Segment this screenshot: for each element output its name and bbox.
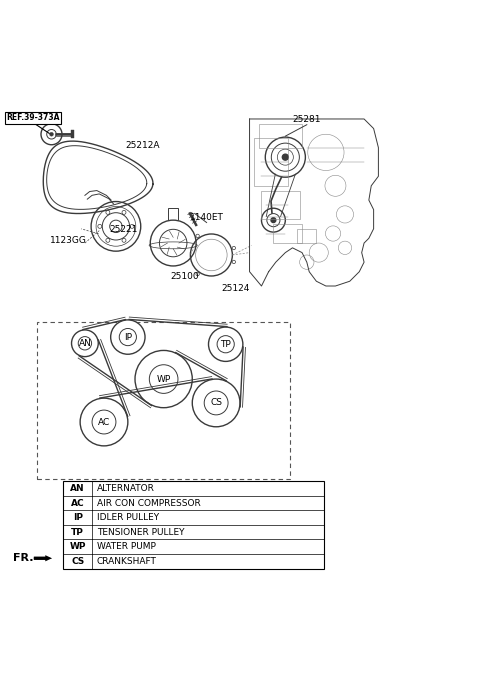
Circle shape — [92, 410, 116, 434]
Text: 25212A: 25212A — [125, 141, 159, 150]
Bar — [254, 138, 288, 185]
Circle shape — [110, 220, 122, 233]
Circle shape — [78, 336, 92, 350]
Text: AIR CON COMPRESSOR: AIR CON COMPRESSOR — [97, 498, 201, 508]
Bar — [63, 481, 324, 569]
Text: TENSIONER PULLEY: TENSIONER PULLEY — [97, 527, 184, 537]
Text: FR.: FR. — [13, 553, 34, 563]
Text: CS: CS — [71, 556, 84, 566]
Polygon shape — [34, 555, 52, 561]
Text: WP: WP — [156, 374, 171, 384]
Circle shape — [149, 365, 178, 393]
Text: IP: IP — [124, 332, 132, 342]
Text: TP: TP — [220, 340, 231, 349]
Bar — [297, 229, 316, 243]
Text: 1123GG: 1123GG — [50, 236, 86, 246]
Circle shape — [217, 336, 234, 353]
Text: AC: AC — [71, 498, 84, 508]
Text: WATER PUMP: WATER PUMP — [97, 542, 156, 551]
Circle shape — [72, 330, 98, 357]
Text: TP: TP — [72, 527, 84, 537]
Polygon shape — [34, 557, 52, 559]
Bar — [259, 124, 302, 148]
Circle shape — [192, 379, 240, 427]
Text: WP: WP — [70, 542, 86, 551]
Circle shape — [119, 328, 136, 346]
Circle shape — [49, 132, 53, 136]
Text: CS: CS — [210, 399, 222, 408]
Circle shape — [111, 320, 145, 354]
Polygon shape — [71, 131, 74, 138]
Circle shape — [271, 218, 276, 223]
Text: 25124: 25124 — [221, 284, 250, 293]
Circle shape — [80, 398, 128, 446]
Circle shape — [208, 327, 243, 362]
Text: ALTERNATOR: ALTERNATOR — [97, 484, 155, 493]
Circle shape — [204, 391, 228, 415]
Text: 25100: 25100 — [171, 272, 199, 281]
Text: AC: AC — [98, 418, 110, 427]
Text: AN: AN — [71, 484, 85, 493]
Text: 25221: 25221 — [109, 225, 137, 234]
Circle shape — [282, 154, 288, 160]
Bar — [262, 190, 300, 219]
Circle shape — [135, 351, 192, 408]
Text: 1140ET: 1140ET — [190, 213, 224, 221]
Text: 25281: 25281 — [293, 114, 321, 124]
Text: AN: AN — [78, 338, 91, 348]
Bar — [274, 224, 302, 243]
Text: REF.39-373A: REF.39-373A — [6, 113, 60, 123]
Text: IDLER PULLEY: IDLER PULLEY — [97, 513, 159, 522]
Text: IP: IP — [73, 513, 83, 522]
Text: CRANKSHAFT: CRANKSHAFT — [97, 556, 156, 566]
